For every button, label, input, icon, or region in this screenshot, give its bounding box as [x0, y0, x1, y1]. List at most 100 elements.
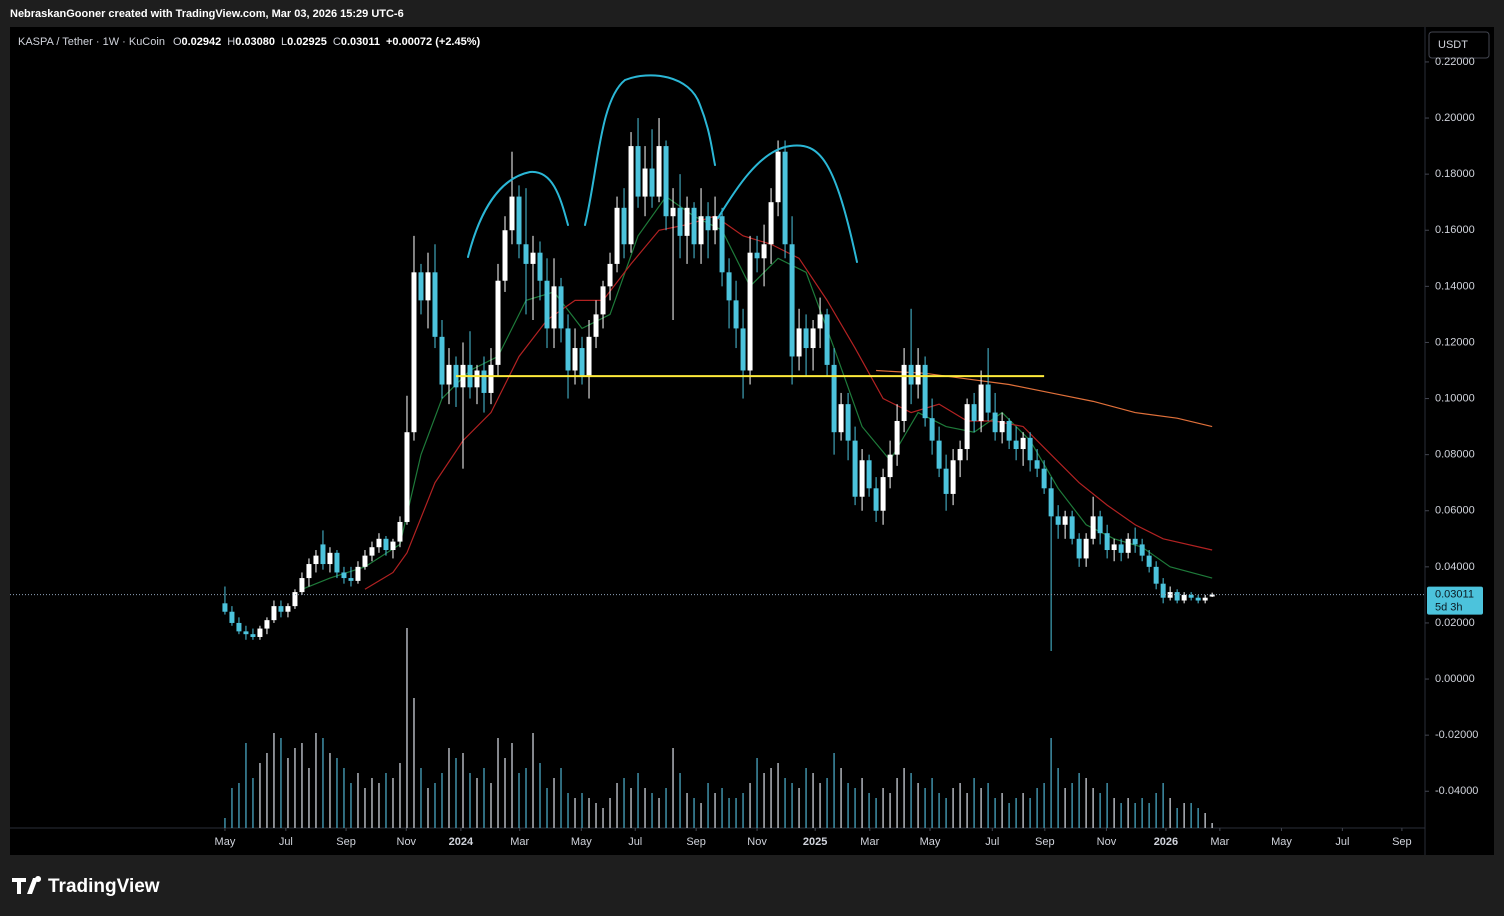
currency-button-label[interactable]: USDT [1438, 39, 1468, 51]
candle-body [957, 449, 963, 461]
candle-body [439, 336, 445, 385]
candle-body [327, 552, 333, 565]
candle-body [845, 404, 851, 441]
candle-body [1195, 597, 1201, 601]
volume-pane [224, 628, 1213, 828]
candle-body [243, 631, 249, 635]
volume-bar [1141, 798, 1143, 828]
candle-body [446, 364, 452, 385]
volume-bar [343, 768, 345, 828]
y-tick-label: 0.02000 [1435, 617, 1475, 629]
volume-bar [889, 793, 891, 828]
candle-body [1202, 597, 1208, 601]
candle-body [411, 272, 417, 433]
attribution: NebraskanGooner created with TradingView… [10, 8, 404, 20]
candle-body [656, 146, 662, 197]
volume-bar [595, 803, 597, 828]
candle-body [684, 207, 690, 236]
volume-bar [280, 738, 282, 828]
volume-bar [406, 628, 408, 828]
currency-button[interactable]: USDT [1428, 31, 1490, 59]
volume-bar [910, 773, 912, 828]
volume-bar [826, 778, 828, 828]
candle-body [999, 420, 1005, 433]
candle-body [733, 300, 739, 329]
volume-bar [511, 743, 513, 828]
candle-body [1111, 544, 1117, 551]
volume-bar [1127, 798, 1129, 828]
candle-body [299, 578, 305, 593]
volume-bar [840, 768, 842, 828]
candle-body [817, 314, 823, 329]
candle-body [236, 622, 242, 632]
candle-body [740, 328, 746, 371]
volume-bar [616, 783, 618, 828]
volume-bar [399, 763, 401, 828]
candle-body [313, 555, 319, 565]
candle-body [362, 555, 368, 567]
y-tick-label: -0.02000 [1435, 729, 1478, 741]
volume-bar [301, 743, 303, 828]
volume-bar [581, 793, 583, 828]
right-shoulder-arc [717, 144, 858, 263]
candle-body [922, 364, 928, 419]
volume-bar [868, 793, 870, 828]
volume-bar [847, 783, 849, 828]
volume-bar [602, 808, 604, 828]
x-tick-label: May [571, 836, 592, 848]
volume-bar [385, 773, 387, 828]
candle-body [929, 418, 935, 441]
currency-button-box[interactable] [1428, 31, 1490, 59]
x-tick-label: Jul [1335, 836, 1349, 848]
candle-body [404, 432, 410, 522]
candle-body [1027, 437, 1033, 461]
legend-symbol: KASPA / Tether · 1W · KuCoin [18, 36, 165, 48]
axes: 0.22000 0.20000 0.18000 0.16000 0.14000 0.120… [215, 56, 1479, 848]
volume-bar [721, 788, 723, 828]
volume-bar [483, 768, 485, 828]
y-tick-label: 0.16000 [1435, 224, 1475, 236]
candle-body [523, 244, 529, 264]
x-tick-label: May [215, 836, 236, 848]
volume-bar [497, 738, 499, 828]
candle-body [803, 328, 809, 349]
candle-body [1013, 440, 1019, 450]
volume-bar [756, 758, 758, 828]
candle-body [614, 207, 620, 264]
candle-body [383, 538, 389, 551]
candle-body [222, 603, 228, 612]
volume-bar [273, 733, 275, 828]
candle-body [705, 216, 711, 231]
volume-bar [875, 798, 877, 828]
candle-body [1167, 592, 1173, 598]
x-tick-label: May [920, 836, 941, 848]
candle-body [621, 207, 627, 245]
candle-body [838, 404, 844, 433]
left-shoulder-arc [467, 170, 569, 258]
candle-body [579, 348, 585, 377]
volume-bar [420, 768, 422, 828]
candle-body [663, 146, 669, 217]
candle-body [572, 348, 578, 371]
candle-body [985, 384, 991, 413]
volume-bar [973, 778, 975, 828]
volume-bar [392, 778, 394, 828]
volume-bar [448, 748, 450, 828]
legend-value: 0.02942 [182, 36, 222, 48]
volume-bar [1043, 783, 1045, 828]
chart-panel [10, 27, 1494, 855]
legend-value: 0.03011 [341, 36, 380, 48]
volume-bar [623, 778, 625, 828]
candle-body [285, 606, 291, 612]
candle-body [1041, 468, 1047, 489]
volume-bar [1036, 788, 1038, 828]
volume-bar [378, 783, 380, 828]
volume-bar [637, 773, 639, 828]
volume-bar [518, 773, 520, 828]
candle-body [1097, 516, 1103, 534]
candle-body [530, 252, 536, 264]
candle-body [775, 151, 781, 203]
volume-bar [490, 783, 492, 828]
candle-body [292, 592, 298, 607]
candle-body [831, 364, 837, 433]
